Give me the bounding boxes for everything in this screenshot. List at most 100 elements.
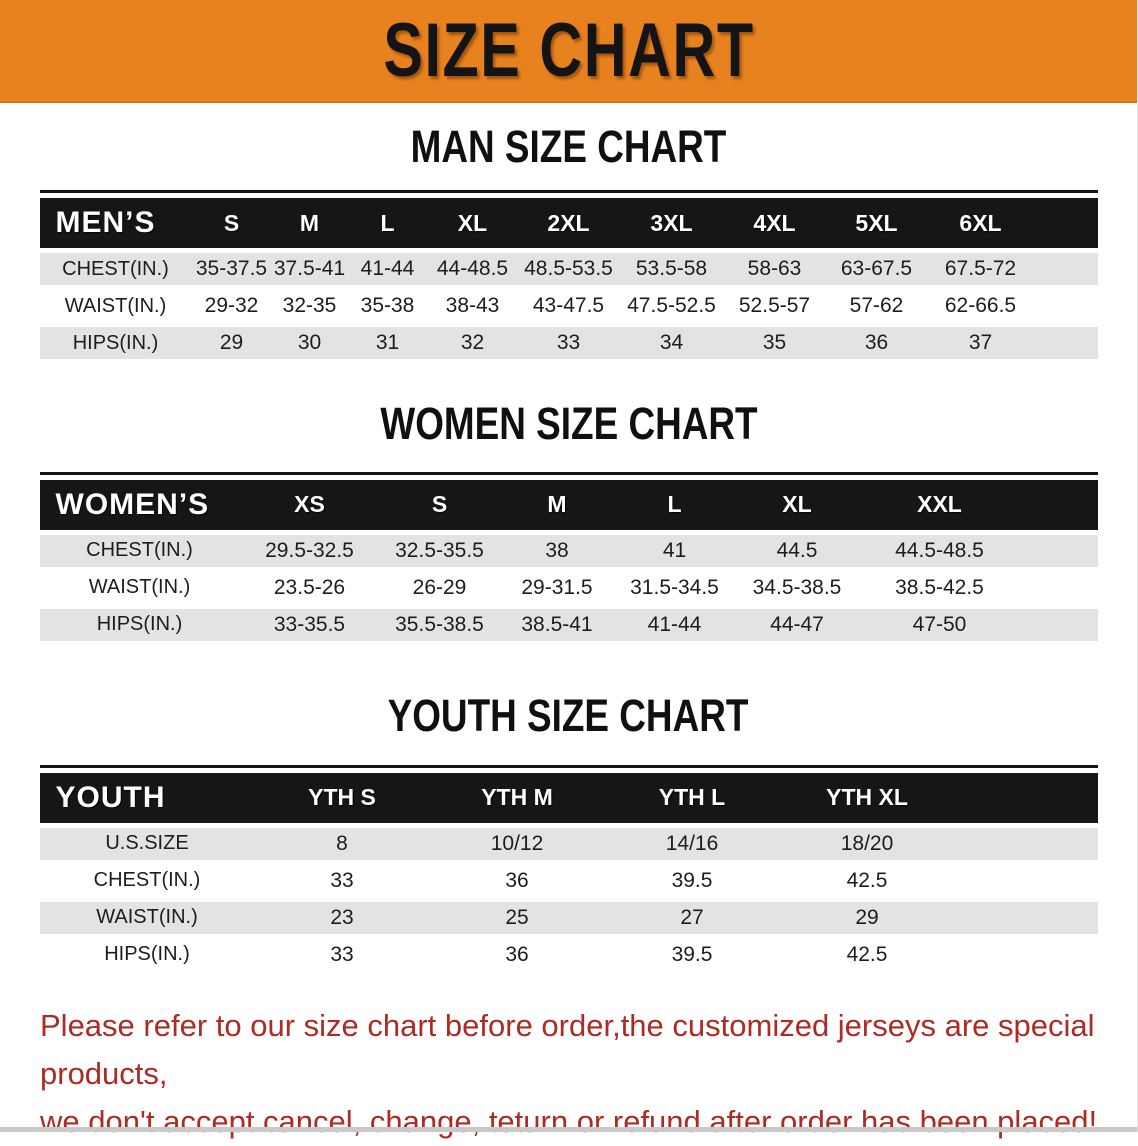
size-value-cell: 41 xyxy=(662,538,687,562)
size-value-cell: 33 xyxy=(330,942,354,966)
measurement-row: WAIST(IN.) 23 25 27 29 xyxy=(39,901,1098,934)
banner-title: SIZE CHART xyxy=(382,8,755,93)
size-column-header: XL xyxy=(457,209,488,236)
size-value-cell: 58-63 xyxy=(747,257,802,281)
size-column-header: 4XL xyxy=(753,209,796,236)
size-value-cell: 33 xyxy=(556,331,581,355)
size-value-cell: 29 xyxy=(219,331,244,355)
size-value-cell: 43-47.5 xyxy=(532,294,605,318)
measurement-row: HIPS(IN.) 33-35.5 35.5-38.5 38.5-41 41-44 44-… xyxy=(39,608,1098,641)
size-value-cell: 38 xyxy=(545,538,569,562)
size-value-cell: 35 xyxy=(762,331,787,355)
size-column-header: XXL xyxy=(917,491,962,517)
men-section-heading: MAN SIZE CHART xyxy=(0,121,1137,172)
size-value-cell: 47-50 xyxy=(912,612,967,636)
size-column-header: 5XL xyxy=(855,209,898,236)
measurement-row: U.S.SIZE 8 10/12 14/16 18/20 xyxy=(39,827,1098,860)
size-value-cell: 35.5-38.5 xyxy=(395,612,484,636)
measurement-row-label: CHEST(IN.) xyxy=(93,869,201,892)
row-filler-cell xyxy=(955,902,1098,934)
size-value-cell: 44.5 xyxy=(776,538,818,562)
disclaimer-note: Please refer to our size chart before or… xyxy=(40,1002,1107,1146)
size-value-cell: 29 xyxy=(855,905,879,929)
size-value-cell: 29-31.5 xyxy=(521,575,593,599)
size-column-header: YTH XL xyxy=(826,784,908,811)
size-value-cell: 23.5-26 xyxy=(273,575,346,599)
size-value-cell: 67.5-72 xyxy=(944,257,1017,281)
measurement-row-label: WAIST(IN.) xyxy=(88,576,191,598)
size-column-header: 2XL xyxy=(547,209,590,236)
row-filler-cell xyxy=(1034,290,1098,322)
size-value-cell: 41-44 xyxy=(360,257,415,281)
size-value-cell: 38.5-41 xyxy=(521,612,593,636)
row-filler-cell xyxy=(1034,253,1098,285)
size-value-cell: 32-35 xyxy=(282,294,337,318)
measurement-row: CHEST(IN.) 35-37.5 37.5-41 41-44 44-48.5 48.5… xyxy=(39,253,1098,286)
measurement-row-label: HIPS(IN.) xyxy=(104,943,190,966)
size-value-cell: 52.5-57 xyxy=(738,294,811,318)
size-value-cell: 26-29 xyxy=(412,575,467,599)
size-header-row: YOUTH YTH S YTH M YTH L YTH XL xyxy=(39,772,1098,823)
size-column-header: M xyxy=(547,491,567,517)
measurement-row: CHEST(IN.) 33 36 39.5 42.5 xyxy=(39,864,1098,897)
size-column-header: XL xyxy=(782,491,812,517)
size-value-cell: 47.5-52.5 xyxy=(627,294,716,318)
measurement-row: WAIST(IN.) 23.5-26 26-29 29-31.5 31.5-34.5 34… xyxy=(39,571,1098,604)
size-column-header: YTH M xyxy=(481,784,553,811)
row-filler-cell xyxy=(1020,609,1098,641)
size-header-row: WOMEN’S XS S M L XL XXL xyxy=(39,479,1098,530)
size-value-cell: 34 xyxy=(659,331,684,355)
women-section-heading-text: WOMEN SIZE CHART xyxy=(379,398,758,450)
measurement-row: HIPS(IN.) 29 30 31 32 33 34 35 36 37 xyxy=(39,327,1098,360)
size-value-cell: 32.5-35.5 xyxy=(395,538,484,562)
size-value-cell: 33 xyxy=(330,868,354,892)
size-value-cell: 53.5-58 xyxy=(635,257,708,281)
size-value-cell: 18/20 xyxy=(840,831,894,855)
disclaimer-line-1: Please refer to our size chart before or… xyxy=(40,1007,1095,1091)
size-value-cell: 42.5 xyxy=(846,942,888,966)
header-filler-cell xyxy=(955,773,1098,823)
measurement-row-label: WAIST(IN.) xyxy=(64,294,167,317)
men-section-heading-text: MAN SIZE CHART xyxy=(410,121,727,172)
size-value-cell: 38-43 xyxy=(445,294,500,318)
size-value-cell: 31 xyxy=(375,331,400,355)
size-value-cell: 29.5-32.5 xyxy=(265,538,354,562)
size-column-header: M xyxy=(299,209,320,236)
youth-section-heading: YOUTH SIZE CHART xyxy=(0,691,1137,739)
size-value-cell: 10/12 xyxy=(490,831,544,855)
size-column-header: S xyxy=(431,491,448,517)
row-filler-cell xyxy=(1034,327,1098,359)
size-value-cell: 36 xyxy=(864,331,889,355)
table-group-label: MEN’S xyxy=(55,206,156,240)
size-value-cell: 44.5-48.5 xyxy=(895,538,984,562)
size-value-cell: 35-37.5 xyxy=(195,257,268,281)
measurement-row-label: WAIST(IN.) xyxy=(96,906,198,929)
size-column-header: XS xyxy=(294,491,325,517)
measurement-row-label: CHEST(IN.) xyxy=(62,257,169,280)
header-filler-cell xyxy=(1020,480,1098,530)
youth-size-table: YOUTH YTH S YTH M YTH L YTH XL U.S.SIZE 8 10/12… xyxy=(39,768,1098,976)
size-value-cell: 38.5-42.5 xyxy=(895,575,984,599)
size-column-header: S xyxy=(223,209,240,236)
men-size-table-wrap: MEN’S S M L XL 2XL 3XL 4XL 5XL 6XL CHEST(IN.) 35-37… xyxy=(39,190,1098,364)
measurement-row: HIPS(IN.) 33 36 39.5 42.5 xyxy=(39,938,1098,971)
header-filler-cell xyxy=(1034,198,1098,248)
size-value-cell: 39.5 xyxy=(671,868,713,892)
size-value-cell: 29-32 xyxy=(204,294,259,318)
disclaimer-line-2: we don't accept cancel, change, teturn o… xyxy=(40,1103,1098,1139)
size-value-cell: 39.5 xyxy=(671,942,713,966)
measurement-row-label: HIPS(IN.) xyxy=(72,331,159,354)
size-value-cell: 44-48.5 xyxy=(436,257,509,281)
size-value-cell: 42.5 xyxy=(846,868,888,892)
row-filler-cell xyxy=(1020,535,1098,567)
size-value-cell: 36 xyxy=(505,868,529,892)
size-value-cell: 37.5-41 xyxy=(273,257,346,281)
size-value-cell: 63-67.5 xyxy=(840,257,913,281)
youth-size-table-wrap: YOUTH YTH S YTH M YTH L YTH XL U.S.SIZE 8 10/12… xyxy=(39,764,1098,976)
row-filler-cell xyxy=(955,939,1098,971)
table-group-label: WOMEN’S xyxy=(55,487,210,521)
measurement-row-label: CHEST(IN.) xyxy=(86,539,193,561)
size-value-cell: 23 xyxy=(330,905,354,929)
row-filler-cell xyxy=(955,865,1098,897)
size-value-cell: 62-66.5 xyxy=(944,294,1017,318)
